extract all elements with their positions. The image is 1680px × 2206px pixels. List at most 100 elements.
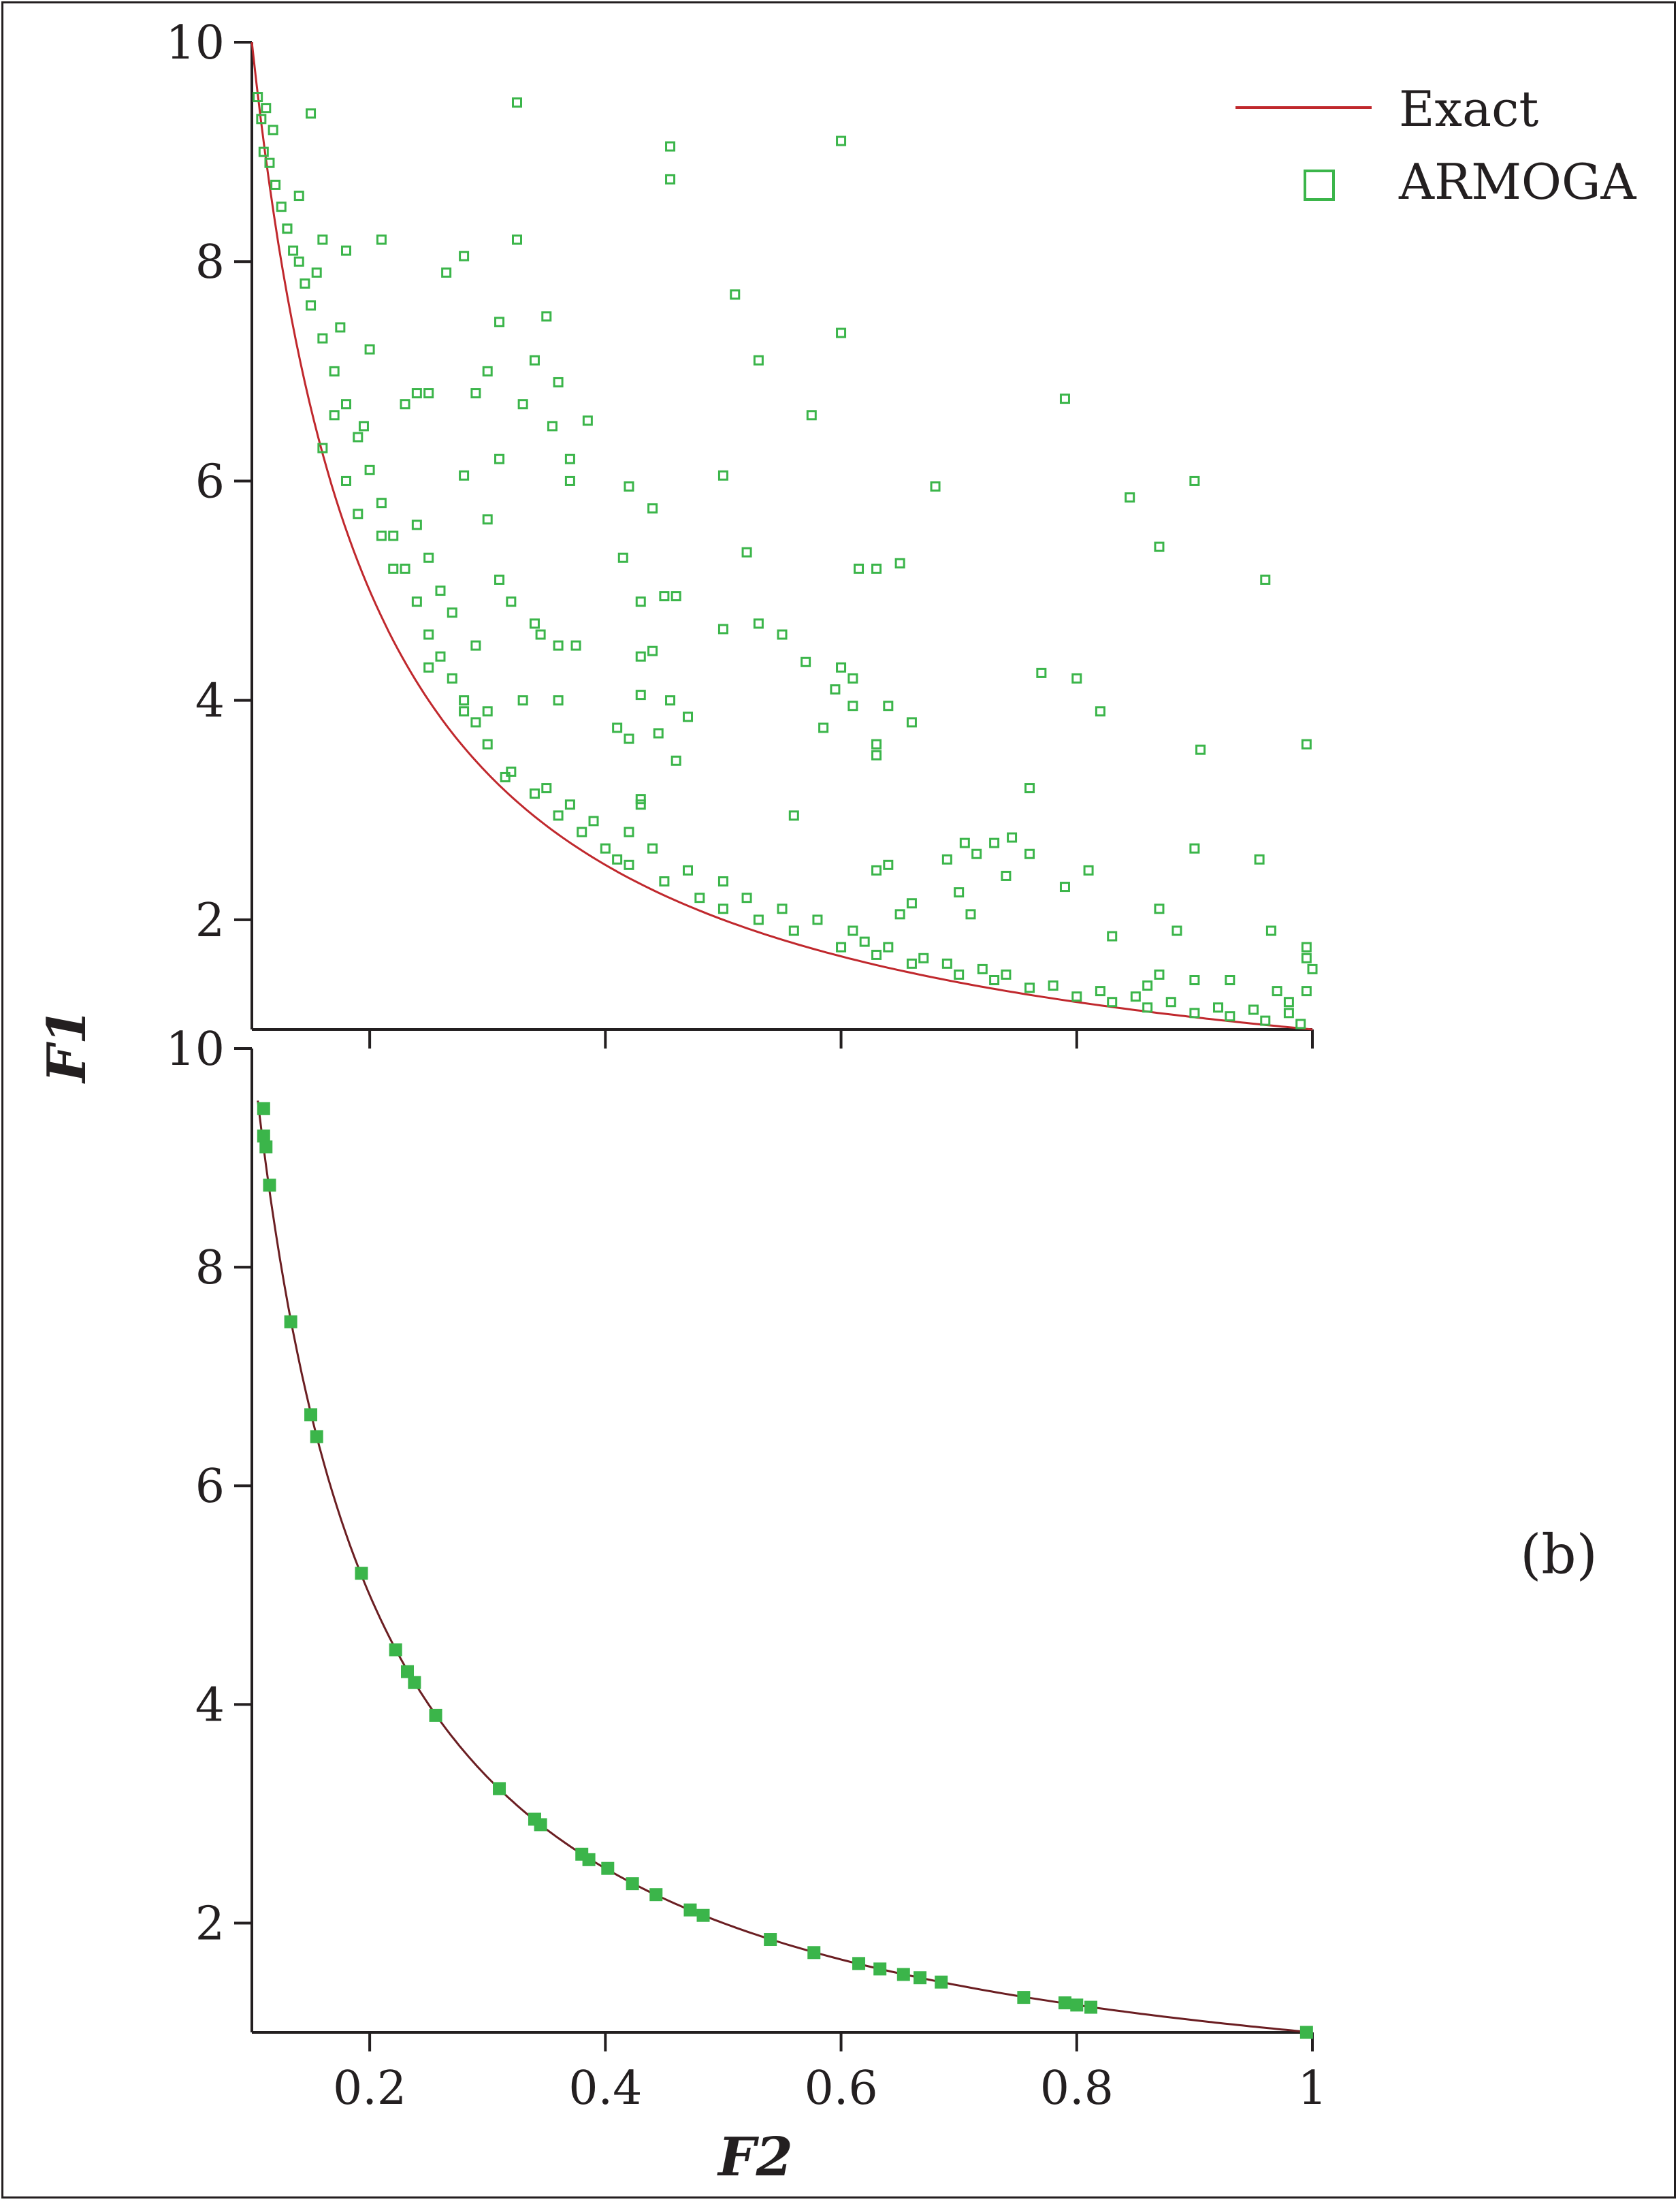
top-exact-line	[251, 42, 1313, 1031]
top-armoga-point	[1071, 991, 1082, 1002]
top-armoga-point	[435, 586, 446, 596]
top-armoga-point	[730, 289, 741, 300]
top-armoga-point	[268, 125, 278, 135]
top-armoga-point	[264, 157, 275, 168]
top-armoga-point	[1301, 739, 1312, 750]
top-armoga-point	[329, 366, 340, 377]
top-armoga-point	[1189, 1008, 1200, 1019]
top-armoga-point	[871, 949, 882, 960]
top-armoga-point	[1307, 963, 1318, 974]
top-armoga-point	[364, 464, 375, 475]
top-armoga-point	[423, 629, 434, 640]
top-armoga-point	[1260, 1015, 1271, 1026]
top-armoga-point	[517, 695, 528, 706]
top-armoga-point	[376, 498, 387, 509]
top-armoga-point	[553, 695, 564, 706]
top-armoga-point	[847, 701, 858, 712]
top-armoga-point	[1142, 980, 1153, 991]
top-armoga-point	[906, 958, 917, 969]
top-armoga-point	[1189, 475, 1200, 486]
bottom-y-tick-label: 2	[195, 1897, 225, 1951]
top-panel: 2 4 6 8 10	[165, 16, 1318, 1049]
top-armoga-point	[894, 909, 905, 920]
top-armoga-point	[459, 706, 470, 717]
top-armoga-point	[1071, 673, 1082, 684]
top-armoga-point	[635, 794, 646, 805]
top-armoga-point	[1213, 1002, 1224, 1013]
top-armoga-point	[300, 278, 310, 289]
top-armoga-point	[1059, 394, 1070, 404]
top-armoga-point	[517, 399, 528, 410]
top-armoga-point	[836, 662, 847, 673]
top-armoga-point	[353, 432, 364, 443]
top-armoga-point	[358, 421, 369, 432]
bottom-x-tick-label: 0.2	[333, 2062, 406, 2115]
bottom-armoga-point	[683, 1903, 697, 1917]
bottom-armoga-point	[310, 1430, 323, 1443]
top-armoga-point	[665, 141, 676, 152]
top-armoga-point	[253, 92, 263, 103]
bottom-armoga-point	[408, 1676, 421, 1689]
top-armoga-point	[871, 739, 882, 750]
bottom-armoga-point	[493, 1782, 506, 1795]
top-armoga-point	[859, 936, 870, 947]
top-armoga-point	[335, 322, 346, 333]
bottom-armoga-point	[259, 1140, 273, 1153]
top-armoga-point	[411, 388, 422, 399]
top-armoga-point	[1248, 1004, 1259, 1015]
bottom-armoga-point	[649, 1888, 663, 1902]
top-y-tick-label: 4	[195, 675, 225, 729]
top-armoga-point	[717, 470, 728, 481]
bottom-armoga-point	[257, 1102, 270, 1115]
top-armoga-point	[753, 618, 764, 629]
top-armoga-point	[717, 624, 728, 635]
top-armoga-point	[258, 146, 269, 157]
top-armoga-point	[564, 799, 575, 810]
top-armoga-point	[1301, 953, 1312, 963]
x-axis-title: F2	[717, 2126, 793, 2188]
top-armoga-point	[1154, 541, 1165, 552]
top-armoga-point	[423, 552, 434, 563]
top-y-tick-label: 8	[195, 236, 225, 289]
top-armoga-point	[971, 848, 982, 859]
top-armoga-point	[1059, 882, 1070, 893]
top-armoga-point	[830, 684, 841, 695]
top-armoga-point	[836, 942, 847, 953]
top-armoga-point	[411, 519, 422, 530]
top-armoga-point	[529, 618, 540, 629]
top-armoga-point	[918, 953, 929, 963]
top-armoga-point	[340, 475, 351, 486]
top-armoga-point	[541, 783, 552, 794]
legend-exact-label: Exact	[1399, 80, 1538, 138]
top-y-tick-label: 6	[195, 455, 225, 509]
top-armoga-point	[411, 596, 422, 607]
top-armoga-point	[624, 859, 634, 870]
top-armoga-point	[317, 333, 328, 344]
top-armoga-point	[694, 893, 705, 904]
top-armoga-point	[512, 97, 522, 108]
top-y-tick-label: 10	[165, 16, 225, 70]
bottom-x-tick-label: 1	[1297, 2062, 1327, 2115]
top-armoga-point	[1036, 667, 1047, 678]
top-armoga-point	[683, 712, 694, 722]
top-armoga-point	[1165, 997, 1176, 1008]
legend: Exact ARMOGA	[1235, 80, 1636, 210]
top-armoga-point	[494, 574, 505, 585]
bottom-armoga-point	[582, 1853, 596, 1866]
top-armoga-point	[506, 766, 517, 777]
top-armoga-point	[965, 909, 976, 920]
top-armoga-point	[1001, 870, 1012, 881]
y-axis-title: F1	[36, 1008, 98, 1084]
top-armoga-point	[340, 245, 351, 256]
top-armoga-point	[276, 202, 287, 212]
top-armoga-point	[306, 300, 317, 311]
top-armoga-point	[1048, 980, 1059, 991]
top-armoga-point	[1154, 969, 1165, 980]
top-armoga-point	[482, 366, 493, 377]
top-armoga-point	[894, 558, 905, 569]
top-armoga-point	[1189, 975, 1200, 985]
top-armoga-point	[812, 914, 823, 925]
